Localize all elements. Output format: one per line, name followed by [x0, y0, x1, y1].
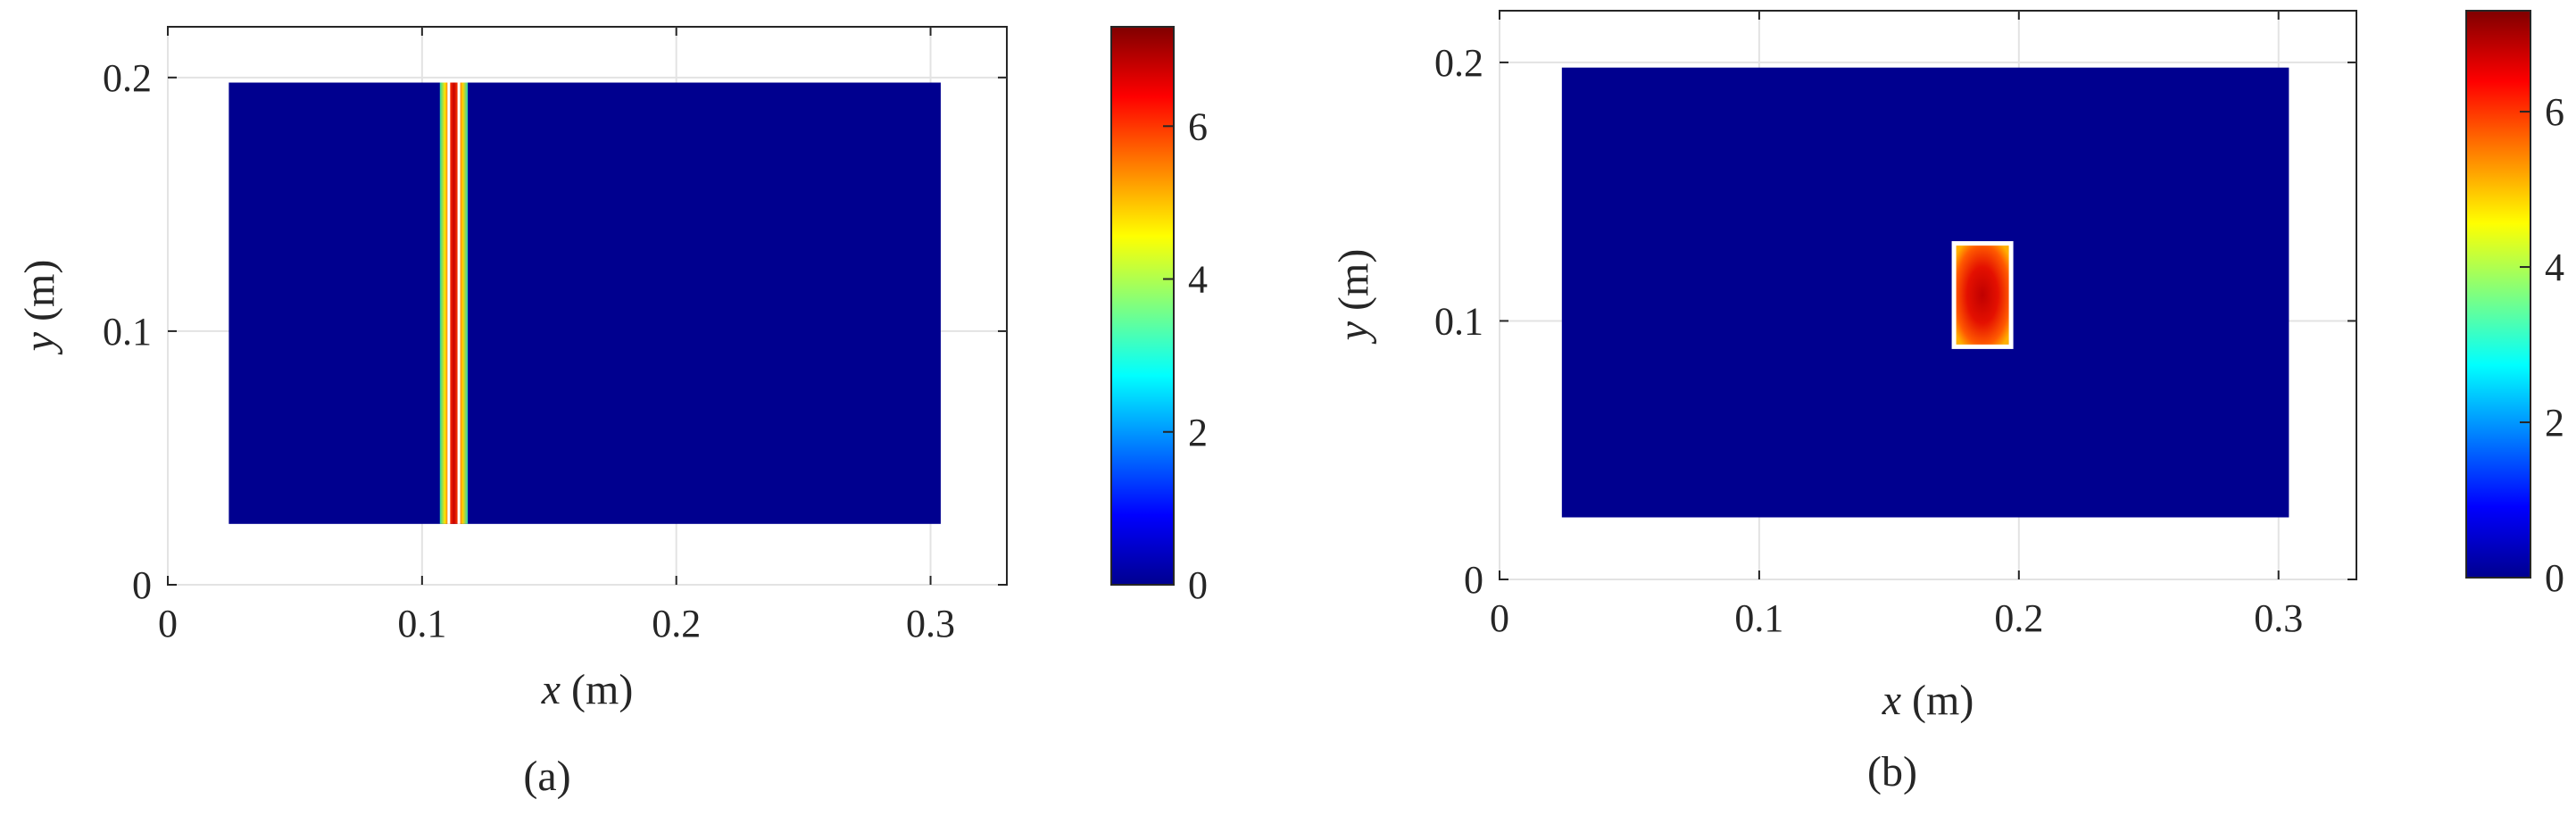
x-tick-label: 0	[1490, 596, 1509, 640]
colorbar-tick-label: 2	[2545, 401, 2564, 445]
colorbar-b	[2465, 10, 2531, 579]
chart-panel-a: 0 0.1 0.2 0.3 0 0.1 0.2 x (m) y (m) (a) 0 2 4 6	[16, 26, 1208, 800]
colorbar-tick-label: 6	[2545, 90, 2564, 134]
x-axis-label-b: x (m)	[1882, 677, 1974, 724]
colorbar-ticks-a: 0 2 4 6	[1163, 104, 1208, 607]
colorbar-tick-label: 6	[1188, 104, 1208, 148]
y-tick-label: 0	[1464, 558, 1483, 602]
y-tick-label: 0.2	[103, 56, 152, 100]
subplot-label-a: (a)	[523, 753, 570, 800]
subplot-label-b: (b)	[1867, 748, 1917, 795]
y-tick-label: 0.2	[1434, 41, 1483, 85]
colorbar-ticks-b: 0 2 4 6	[2520, 90, 2564, 600]
colorbar-tick-label: 4	[2545, 246, 2564, 289]
heatmap-domain-b	[1561, 67, 2289, 518]
colorbar-tick-label: 0	[1188, 563, 1208, 607]
x-tick-label: 0.2	[1994, 596, 2043, 640]
x-tick-label: 0.1	[1734, 596, 1783, 640]
x-tick-label: 0.1	[397, 602, 446, 645]
y-axis-label-a: y (m)	[16, 260, 63, 356]
heatmap-anomaly-band	[439, 82, 469, 524]
y-axis-label-b: y (m)	[1330, 249, 1377, 346]
heatmap-anomaly-rectangle	[1954, 243, 2012, 347]
y-tick-label: 0.1	[103, 310, 152, 354]
x-tick-label: 0.2	[652, 602, 701, 645]
x-tick-label: 0	[158, 602, 178, 645]
y-tick-label: 0	[132, 563, 152, 607]
chart-panel-b: 0 0.1 0.2 0.3 0 0.1 0.2 x (m) y (m) (b) 0 2 4 6	[1330, 10, 2564, 795]
colorbar-tick-label: 0	[2545, 556, 2564, 600]
y-tick-label: 0.1	[1434, 299, 1483, 343]
x-axis-label-a: x (m)	[541, 666, 634, 713]
x-tick-label: 0.3	[906, 602, 955, 645]
axis-ticks-b: 0 0.1 0.2 0.3 0 0.1 0.2	[1434, 11, 2356, 640]
anomaly-outline-a	[447, 82, 461, 524]
heatmap-domain-a	[229, 82, 941, 524]
axis-ticks-a: 0 0.1 0.2 0.3 0 0.1 0.2	[103, 27, 1007, 645]
x-tick-label: 0.3	[2254, 596, 2303, 640]
colorbar-a	[1110, 26, 1175, 586]
colorbar-tick-label: 4	[1188, 258, 1208, 302]
colorbar-tick-label: 2	[1188, 411, 1208, 454]
anomaly-outline-b	[1951, 241, 2014, 349]
anomaly-outline	[1951, 241, 2014, 349]
